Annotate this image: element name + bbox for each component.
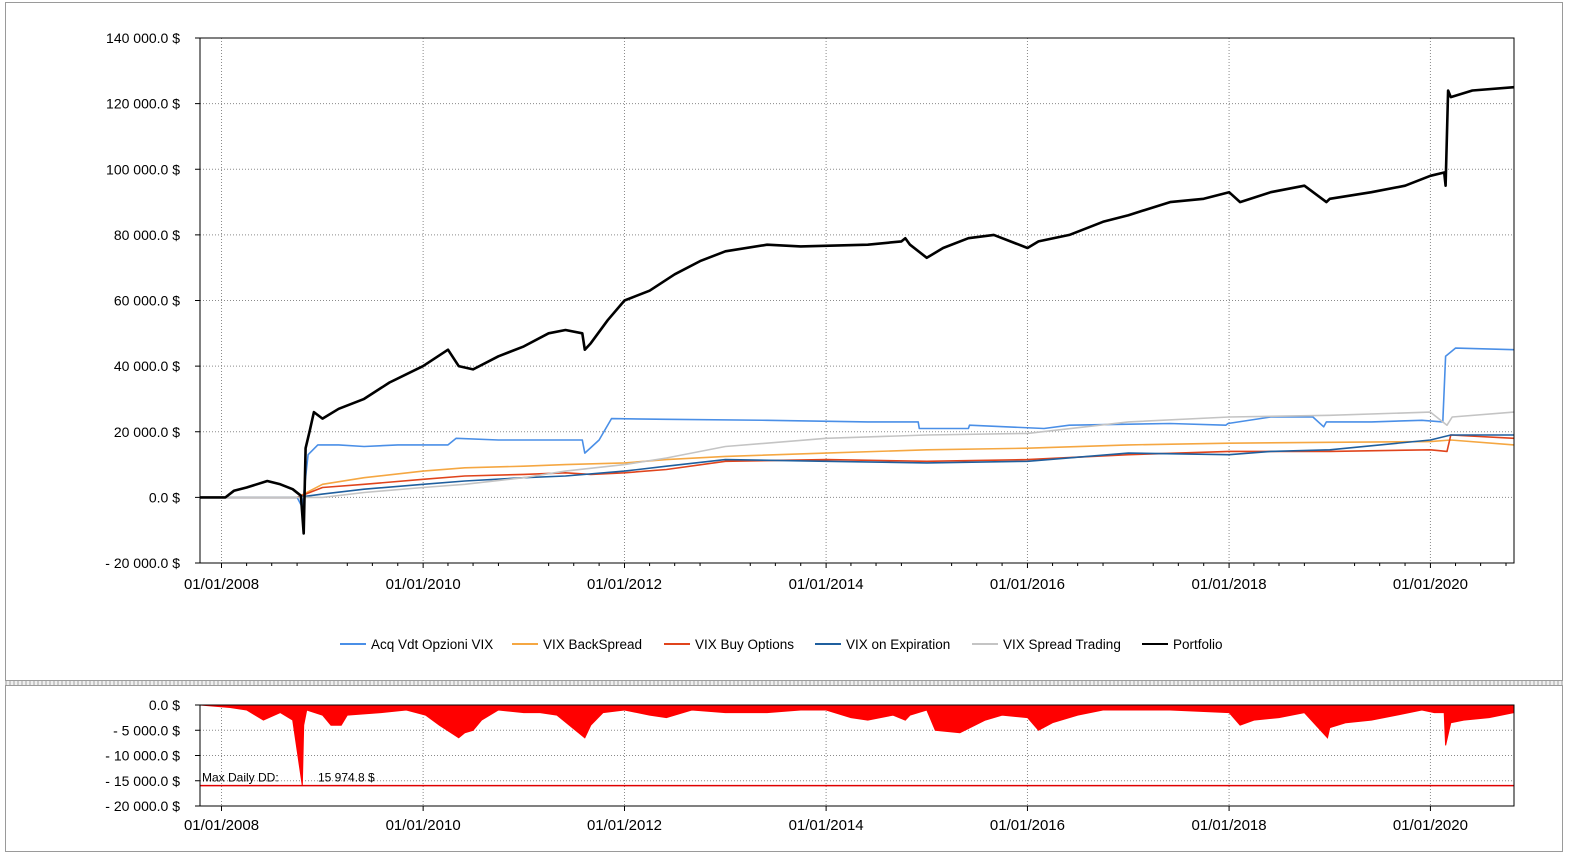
x-tick-label: 01/01/2014 xyxy=(789,817,864,834)
series-line-acq-vdt-opzioni-vix xyxy=(200,347,1515,509)
plot-frame xyxy=(199,37,1515,564)
y-tick-label: 80 000.0 $ xyxy=(114,227,180,243)
drawdown-area xyxy=(199,704,1515,786)
x-tick-label: 01/01/2016 xyxy=(990,817,1065,834)
drawdown-chart: 0.0 $ - 5 000.0 $ - 10 000.0 $ - 15 000.0 $… xyxy=(105,697,1515,834)
y-tick-label: - 20 000.0 $ xyxy=(105,555,180,571)
y-tick-label: - 15 000.0 $ xyxy=(105,773,180,789)
y-tick-label: - 10 000.0 $ xyxy=(105,748,180,764)
x-tick-label: 01/01/2018 xyxy=(1192,576,1267,593)
x-tick-label: 01/01/2012 xyxy=(587,576,662,593)
series-line-vix-buy-options xyxy=(200,434,1515,499)
y-tick-label: 120 000.0 $ xyxy=(106,96,180,112)
series-line-vix-on-expiration xyxy=(200,434,1514,499)
y-tick-label: 60 000.0 $ xyxy=(114,293,180,309)
max-dd-value: 15 974.8 $ xyxy=(318,771,375,785)
legend-label: VIX Spread Trading xyxy=(1003,637,1121,652)
plot-frame xyxy=(199,704,1515,807)
panel-splitter[interactable] xyxy=(5,681,1563,685)
y-tick-label: - 20 000.0 $ xyxy=(105,798,180,814)
x-tick-label: 01/01/2010 xyxy=(386,817,461,834)
series-line-portfolio xyxy=(200,85,1515,535)
legend-label: Acq Vdt Opzioni VIX xyxy=(371,637,493,652)
x-tick-label: 01/01/2014 xyxy=(789,576,864,593)
x-tick-label: 01/01/2016 xyxy=(990,576,1065,593)
x-tick-label: 01/01/2020 xyxy=(1393,576,1468,593)
series-line-vix-backspread xyxy=(200,439,1515,499)
y-tick-label: - 5 000.0 $ xyxy=(113,722,180,738)
y-tick-label: 40 000.0 $ xyxy=(114,358,180,374)
x-tick-label: 01/01/2018 xyxy=(1192,817,1267,834)
y-tick-label: 0.0 $ xyxy=(149,697,180,713)
equity-chart-panel xyxy=(5,2,1563,681)
y-tick-label: 140 000.0 $ xyxy=(106,30,180,46)
legend-label: Portfolio xyxy=(1173,637,1223,652)
series-line-vix-spread-trading xyxy=(200,411,1515,499)
max-dd-label: Max Daily DD: xyxy=(202,771,279,785)
equity-chart: 140 000.0 $ 120 000.0 $ 100 000.0 $ 80 000.… xyxy=(105,30,1515,593)
y-tick-label: 0.0 $ xyxy=(149,489,180,505)
legend-label: VIX on Expiration xyxy=(846,637,950,652)
x-tick-label: 01/01/2020 xyxy=(1393,817,1468,834)
legend-label: VIX Buy Options xyxy=(695,637,794,652)
x-tick-label: 01/01/2010 xyxy=(386,576,461,593)
legend-label: VIX BackSpread xyxy=(543,637,642,652)
y-tick-label: 20 000.0 $ xyxy=(114,424,180,440)
x-tick-label: 01/01/2012 xyxy=(587,817,662,834)
legend: Acq Vdt Opzioni VIX VIX BackSpread VIX Buy… xyxy=(340,637,1223,652)
x-tick-label: 01/01/2008 xyxy=(184,576,259,593)
x-tick-label: 01/01/2008 xyxy=(184,817,259,834)
y-tick-label: 100 000.0 $ xyxy=(106,161,180,177)
